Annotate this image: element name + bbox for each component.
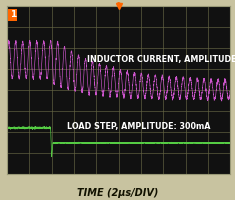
Text: 1: 1 — [10, 10, 16, 19]
Text: INDUCTOR CURRENT, AMPLITUDE: 300mA: INDUCTOR CURRENT, AMPLITUDE: 300mA — [87, 55, 235, 64]
Text: TIME (2μs/DIV): TIME (2μs/DIV) — [77, 188, 158, 198]
Text: LOAD STEP, AMPLITUDE: 300mA: LOAD STEP, AMPLITUDE: 300mA — [67, 122, 211, 131]
